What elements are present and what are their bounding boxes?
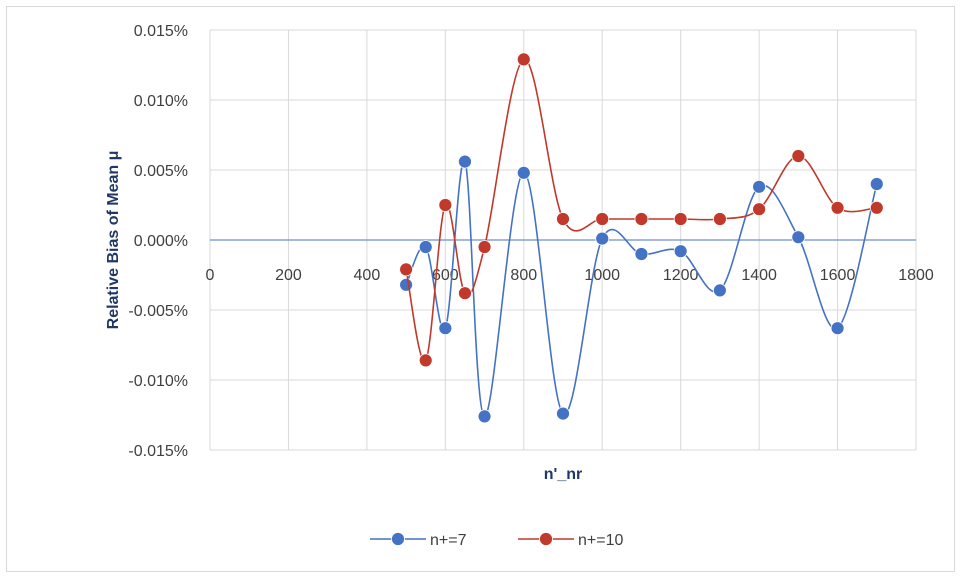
x-tick-label: 0 bbox=[206, 267, 215, 284]
data-point bbox=[673, 244, 688, 259]
legend-item: n+=7 bbox=[370, 532, 467, 549]
data-point bbox=[830, 200, 845, 215]
x-tick-label: 1400 bbox=[741, 267, 777, 284]
data-point bbox=[791, 230, 806, 245]
x-tick-label: 1800 bbox=[898, 267, 934, 284]
x-tick-label: 1000 bbox=[584, 267, 620, 284]
series-line bbox=[405, 58, 877, 362]
data-point bbox=[634, 212, 649, 226]
data-point bbox=[516, 52, 531, 67]
data-point bbox=[438, 198, 453, 212]
x-axis-title: n'_nr bbox=[544, 466, 582, 483]
legend-label: n+=7 bbox=[430, 532, 467, 549]
series-2 bbox=[399, 52, 884, 368]
legend-label: n+=10 bbox=[578, 532, 623, 549]
data-point bbox=[418, 353, 433, 368]
data-point bbox=[399, 277, 414, 292]
data-point bbox=[869, 200, 884, 215]
data-point bbox=[791, 149, 806, 163]
x-tick-label: 1600 bbox=[820, 267, 856, 284]
data-point bbox=[556, 406, 570, 421]
data-point bbox=[477, 240, 492, 254]
y-tick-label: 0.000% bbox=[134, 233, 188, 250]
y-tick-label: -0.005% bbox=[128, 303, 188, 320]
data-point bbox=[477, 409, 492, 424]
data-point bbox=[516, 165, 531, 180]
y-tick-label: 0.005% bbox=[134, 163, 188, 180]
data-point bbox=[438, 321, 453, 336]
legend-item: n+=10 bbox=[518, 532, 623, 549]
series-1 bbox=[399, 154, 884, 424]
data-point bbox=[595, 231, 610, 246]
y-axis-title: Relative Bias of Mean μ bbox=[105, 151, 122, 330]
x-tick-label: 800 bbox=[510, 267, 537, 284]
data-point bbox=[399, 262, 414, 277]
x-tick-label: 200 bbox=[275, 267, 302, 284]
data-point bbox=[830, 321, 845, 336]
y-tick-label: 0.015% bbox=[134, 23, 188, 40]
data-point bbox=[673, 212, 688, 226]
data-point bbox=[634, 247, 649, 261]
y-axis-ticks: 0.015% 0.010% 0.005% 0.000% -0.005% -0.010% -0… bbox=[128, 23, 188, 460]
x-tick-label: 400 bbox=[354, 267, 381, 284]
data-point bbox=[458, 154, 472, 169]
data-point bbox=[712, 283, 727, 298]
data-point bbox=[418, 240, 433, 254]
data-point bbox=[752, 202, 767, 217]
data-point bbox=[595, 212, 610, 226]
x-axis-ticks: 0 200 400 600 800 1000 1200 1400 1600 1800 bbox=[206, 267, 934, 284]
series-line bbox=[405, 160, 878, 418]
x-tick-label: 1200 bbox=[663, 267, 699, 284]
data-point bbox=[752, 179, 767, 194]
data-point bbox=[556, 212, 570, 226]
legend-marker bbox=[391, 532, 405, 546]
data-point bbox=[458, 286, 472, 301]
series-layer bbox=[399, 52, 884, 424]
legend-marker bbox=[539, 532, 553, 546]
data-point bbox=[712, 212, 727, 226]
y-tick-label: 0.010% bbox=[134, 93, 188, 110]
y-tick-label: -0.010% bbox=[128, 373, 188, 390]
data-point bbox=[869, 177, 884, 191]
legend: n+=7 n+=10 bbox=[370, 532, 623, 549]
y-tick-label: -0.015% bbox=[128, 443, 188, 460]
